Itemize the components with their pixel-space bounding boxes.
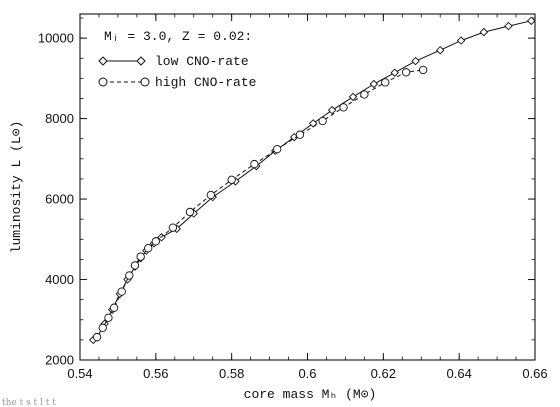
data-point-circle (125, 271, 134, 280)
series-high-cno (92, 65, 428, 342)
data-point-diamond (456, 36, 466, 45)
data-point-circle (381, 78, 390, 87)
y-tick-label: 10000 (38, 31, 74, 46)
legend-circle-marker (140, 77, 150, 87)
x-tick-label: 0.56 (143, 366, 168, 381)
plot-frame (79, 13, 536, 361)
legend-diamond-marker (98, 56, 108, 66)
legend-entry-high: high CNO-rate (98, 75, 256, 90)
data-point-diamond (504, 21, 513, 31)
legend-header: Mᵢ = 3.0, Z = 0.02: (104, 29, 252, 44)
data-point-circle (295, 130, 305, 139)
data-point-circle (318, 116, 327, 126)
y-tick-label: 8000 (45, 111, 74, 126)
data-point-circle (418, 65, 428, 75)
data-point-circle (151, 237, 160, 246)
y-tick-label: 4000 (45, 272, 74, 287)
legend: Mᵢ = 3.0, Z = 0.02: low CNO-rate high CN… (98, 29, 256, 90)
data-point-circle (104, 313, 113, 322)
x-tick-label: 0.66 (522, 366, 547, 381)
axis-ticks (79, 14, 536, 361)
data-point-circle (206, 190, 215, 200)
legend-circle-marker (98, 77, 108, 87)
y-tick-label: 6000 (45, 192, 74, 207)
legend-entry-low: low CNO-rate (98, 54, 249, 69)
data-point-circle (401, 68, 411, 77)
data-point-circle (92, 332, 102, 342)
data-point-diamond (348, 92, 358, 102)
data-point-circle (227, 175, 236, 184)
series-layer (89, 16, 536, 345)
x-tick-label: 0.64 (447, 366, 472, 381)
x-tick-label: 0.58 (219, 366, 244, 381)
series-line (96, 69, 424, 338)
data-point-diamond (308, 119, 318, 128)
data-point-circle (360, 90, 369, 99)
x-axis-title: core mass Mₕ (M⊙) (244, 387, 377, 402)
legend-diamond-marker (136, 56, 146, 66)
legend-label-high: high CNO-rate (155, 75, 256, 90)
data-point-diamond (369, 79, 379, 89)
data-point-circle (136, 252, 145, 261)
data-point-circle (273, 145, 282, 154)
data-point-circle (130, 261, 140, 270)
data-point-diamond (327, 105, 337, 115)
data-point-diamond (526, 16, 536, 26)
x-tick-label: 0.6 (298, 366, 316, 381)
data-point-diamond (479, 27, 489, 37)
x-tick-label: 0.54 (67, 366, 92, 381)
data-point-circle (250, 159, 259, 169)
data-point-diamond (435, 45, 445, 55)
partial-caption: the t s t l t t (2, 398, 56, 407)
tick-labels: 0.54 0.56 0.58 0.6 0.62 0.64 0.66 2000 4000 6000 8… (38, 31, 548, 381)
legend-label-low: low CNO-rate (155, 54, 249, 69)
y-axis-title: luminosity L (L⊙) (9, 121, 24, 254)
data-point-diamond (411, 56, 420, 66)
data-point-circle (144, 244, 153, 253)
x-tick-label: 0.62 (371, 366, 396, 381)
data-point-circle (109, 303, 119, 312)
data-point-circle (168, 223, 178, 232)
data-point-circle (339, 103, 348, 112)
data-point-circle (117, 287, 126, 296)
data-point-diamond (390, 68, 399, 77)
y-tick-label: 2000 (45, 353, 74, 368)
data-point-circle (185, 207, 195, 217)
data-point-circle (98, 323, 107, 332)
